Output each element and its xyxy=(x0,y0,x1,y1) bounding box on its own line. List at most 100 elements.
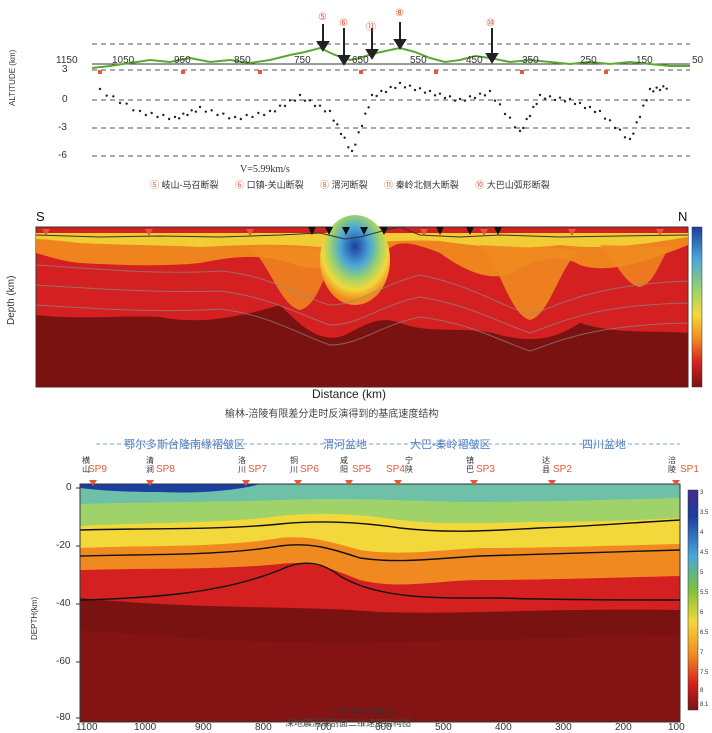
distance-label: 250 xyxy=(580,55,597,66)
region-label: 渭河盆地 xyxy=(323,439,367,451)
altitude-point xyxy=(418,87,422,90)
y-axis-title: Depth (km) xyxy=(6,275,17,325)
panel2-caption: 榆林-涪陵有限差分走时反演得到的基底速度结构 xyxy=(225,409,439,420)
shot-place: 镇巴 xyxy=(466,456,474,474)
fault-marker-10: ⑩ xyxy=(486,18,495,29)
altitude-point xyxy=(380,89,383,93)
fault-marker-6: ⑥ xyxy=(339,18,348,29)
place-char: 阳 xyxy=(340,465,348,474)
north-label: N xyxy=(678,209,688,224)
altitude-point xyxy=(635,121,638,124)
x-axis-title: Distance (km) xyxy=(312,387,387,401)
place-char: 铜 xyxy=(290,456,298,465)
panel-basement-velocity: S N Depth (km) Distance (km) 榆林-涪陵有限差分走时… xyxy=(0,205,712,420)
shot-place: 清涧 xyxy=(146,456,154,474)
altitude-point xyxy=(553,98,557,102)
altitude-point xyxy=(384,90,388,94)
colorbar-tick: 7 xyxy=(700,650,704,656)
altitude-point xyxy=(262,113,266,117)
legend-text: 秦岭北侧大断裂 xyxy=(395,180,459,190)
legend-num: ⑥ xyxy=(235,180,245,190)
distance-label: 1050 xyxy=(112,55,135,66)
altitude-point xyxy=(293,99,297,102)
altitude-point xyxy=(150,111,153,115)
altitude-point xyxy=(167,117,171,121)
altitude-point xyxy=(478,92,482,95)
place-char: 县 xyxy=(542,465,550,474)
altitude-point xyxy=(303,99,307,102)
altitude-point xyxy=(613,126,617,130)
place-char: 涧 xyxy=(146,465,154,474)
altitude-point xyxy=(528,114,532,118)
altitude-point xyxy=(603,117,607,120)
altitude-point xyxy=(144,113,148,117)
elevation-curve xyxy=(91,46,690,69)
y-tick: -40 xyxy=(56,598,71,609)
altitude-point xyxy=(583,106,587,110)
legend-text: 岐山-马召断裂 xyxy=(161,180,219,190)
altitude-point xyxy=(632,132,635,135)
place-char: 横 xyxy=(82,456,90,465)
altitude-point xyxy=(662,85,665,88)
legend-num: ⑧ xyxy=(320,180,330,190)
altitude-point xyxy=(532,105,535,109)
altitude-point xyxy=(518,129,522,133)
colorbar-tick: 3 xyxy=(700,490,704,496)
place-char: 陵 xyxy=(668,465,676,474)
place-char: 巴 xyxy=(466,465,474,474)
altitude-point xyxy=(204,110,208,113)
shotpoint-label: SP2 xyxy=(553,464,572,475)
shotpoint-label: SP4 xyxy=(386,464,405,475)
altitude-point xyxy=(558,96,562,99)
altitude-point xyxy=(408,84,412,87)
place-char: 涪 xyxy=(668,456,676,465)
altitude-point xyxy=(360,124,364,128)
altitude-point xyxy=(428,89,432,93)
altitude-point xyxy=(642,104,645,107)
altitude-point xyxy=(198,105,202,109)
altitude-point xyxy=(257,111,260,115)
altitude-point xyxy=(375,94,378,98)
fault-marker-11: ⑪ xyxy=(366,22,376,33)
altitude-point xyxy=(288,99,292,102)
place-char: 川 xyxy=(238,465,246,474)
altitude-point xyxy=(655,86,658,89)
altitude-point xyxy=(138,109,142,113)
altitude-point xyxy=(308,99,312,102)
altitude-point xyxy=(503,112,507,116)
place-char: 达 xyxy=(542,456,550,465)
altitude-point xyxy=(389,85,392,89)
place-char: 川 xyxy=(290,465,298,474)
altitude-point xyxy=(438,92,442,95)
altitude-point xyxy=(513,126,517,129)
altitude-point xyxy=(623,136,627,139)
shot-place: 咸阳 xyxy=(340,456,348,474)
altitude-point xyxy=(343,136,346,139)
y-tick: 0 xyxy=(62,94,68,105)
shotpoint-label: SP1 xyxy=(680,464,699,475)
altitude-point xyxy=(298,93,302,97)
legend-text: 口镇-关山断裂 xyxy=(246,180,304,190)
basement-velocity-svg xyxy=(35,215,703,388)
place-char: 宁 xyxy=(405,456,413,465)
altitude-point xyxy=(628,137,632,141)
shotpoint-label: SP7 xyxy=(248,464,267,475)
shot-place: 横山 xyxy=(82,456,90,474)
altitude-point xyxy=(522,126,525,130)
shotpoint-label: SP5 xyxy=(352,464,371,475)
distance-label: 550 xyxy=(410,55,427,66)
shot-place: 铜川 xyxy=(290,456,298,474)
altitude-point xyxy=(283,104,287,108)
altitude-point xyxy=(336,123,339,126)
altitude-point xyxy=(645,99,648,102)
colorbar-tick: 6 xyxy=(700,610,704,616)
altitude-point xyxy=(433,94,437,97)
colorbar-tick: 7.5 xyxy=(700,670,709,676)
place-char: 镇 xyxy=(466,456,474,465)
y-tick: -6 xyxy=(58,150,67,161)
altitude-point xyxy=(525,117,528,121)
place-char: 清 xyxy=(146,456,154,465)
altitude-point xyxy=(593,110,597,114)
shotpoint-label: SP8 xyxy=(156,464,175,475)
altitude-point xyxy=(483,94,487,97)
